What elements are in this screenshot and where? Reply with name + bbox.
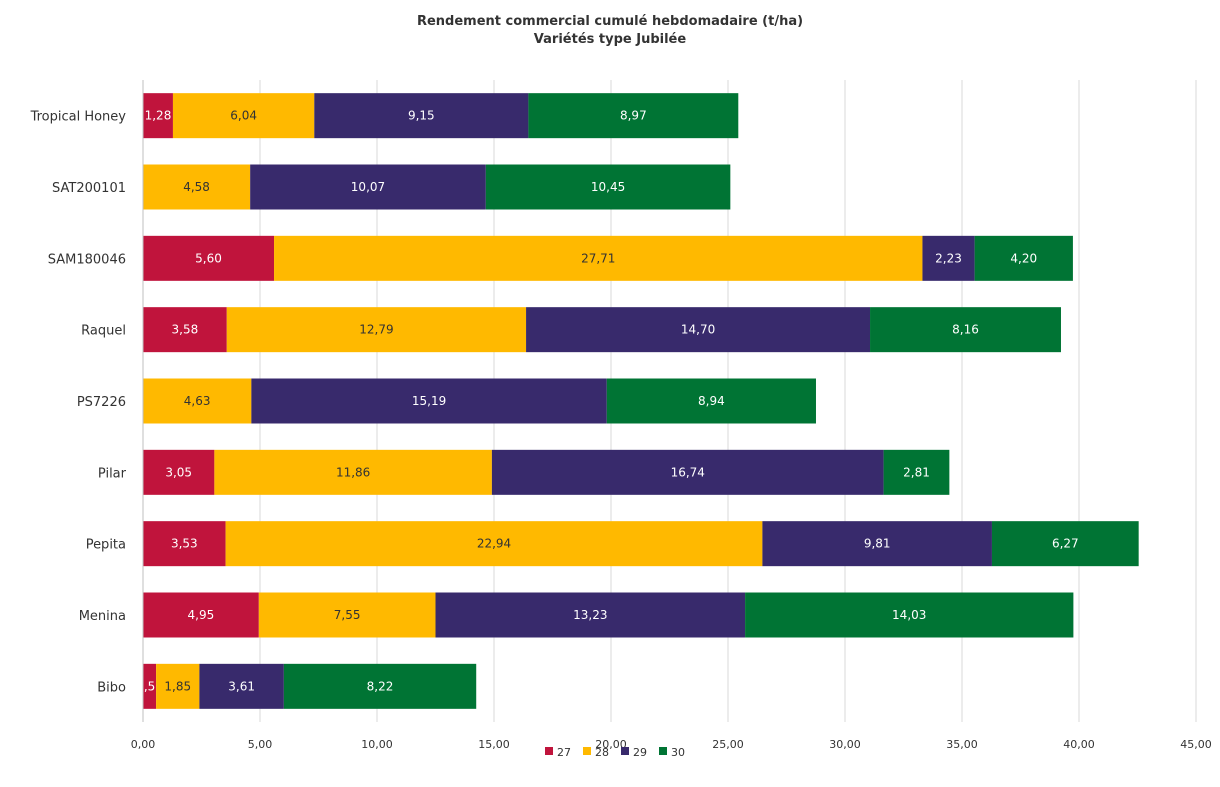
bar-segment: [143, 378, 252, 424]
bar-segment: [883, 449, 950, 495]
bar-segment: [172, 93, 315, 139]
data-label: 8,16: [952, 323, 979, 337]
bar-segment: [143, 592, 259, 638]
bar-segment: [606, 378, 816, 424]
data-label: 6,04: [230, 109, 257, 123]
bar-segment: [143, 307, 227, 353]
bar-segment: [974, 235, 1073, 281]
data-label: 9,15: [408, 109, 435, 123]
x-tick-label: 10,00: [361, 738, 393, 751]
bar-segment: [922, 235, 975, 281]
legend-swatch: [545, 747, 553, 755]
x-tick-label: 25,00: [712, 738, 744, 751]
bar-segment: [251, 378, 607, 424]
bar-segment: [528, 93, 739, 139]
data-label: 2,23: [935, 251, 962, 265]
data-label: 3,53: [171, 537, 198, 551]
chart-subtitle: Variétés type Jubilée: [533, 32, 687, 47]
bar-segment: [491, 449, 884, 495]
data-label: 16,74: [671, 465, 705, 479]
data-label: 1,85: [164, 679, 191, 693]
category-label: SAT200101: [52, 181, 126, 196]
data-label: 6,27: [1052, 537, 1079, 551]
legend-swatch: [659, 747, 667, 755]
data-label: 4,58: [183, 180, 210, 194]
bar-segment: [156, 663, 200, 709]
bar-segment: [143, 93, 173, 139]
data-label: 3,58: [172, 323, 199, 337]
data-label: 3,61: [228, 679, 255, 693]
legend-label: 28: [595, 746, 609, 759]
x-tick-label: 45,00: [1180, 738, 1212, 751]
data-label: 13,23: [573, 608, 607, 622]
bar-segment: [274, 235, 923, 281]
bar-segment: [214, 449, 492, 495]
bar-segment: [485, 164, 731, 210]
x-tick-label: 40,00: [1063, 738, 1095, 751]
data-label: 4,20: [1010, 251, 1037, 265]
category-label: Bibo: [97, 680, 126, 695]
bar-segment: [199, 663, 284, 709]
category-label: Pepita: [86, 538, 126, 553]
data-label: 4,63: [184, 394, 211, 408]
bar-segment: [435, 592, 746, 638]
category-label: Tropical Honey: [30, 110, 127, 125]
category-label: Raquel: [81, 324, 126, 339]
data-label: 7,55: [334, 608, 361, 622]
x-tick-label: 5,00: [248, 738, 273, 751]
data-label: 4,95: [188, 608, 215, 622]
data-label: 22,94: [477, 537, 511, 551]
chart-title: Rendement commercial cumulé hebdomadaire…: [416, 14, 804, 29]
bar-segment: [250, 164, 486, 210]
x-tick-label: 35,00: [946, 738, 978, 751]
bar-segment: [143, 663, 157, 709]
bar-segment: [225, 521, 763, 567]
bar-segment: [870, 307, 1061, 353]
bar-segment: [526, 307, 871, 353]
bar-segment: [226, 307, 527, 353]
bar-segment: [143, 521, 226, 567]
legend-swatch: [621, 747, 629, 755]
legend-label: 29: [633, 746, 647, 759]
data-label: 27,71: [581, 251, 615, 265]
data-label: 11,86: [336, 465, 370, 479]
x-tick-label: 20,00: [595, 738, 627, 751]
legend-label: 27: [557, 746, 571, 759]
bar-segment: [745, 592, 1074, 638]
category-label: Menina: [79, 609, 126, 624]
bar-segment: [143, 449, 215, 495]
x-tick-label: 30,00: [829, 738, 861, 751]
data-label: 10,45: [591, 180, 625, 194]
bar-segment: [762, 521, 992, 567]
category-label: PS7226: [77, 395, 126, 410]
x-tick-label: 15,00: [478, 738, 510, 751]
bar-segment: [143, 164, 251, 210]
x-tick-label: 0,00: [131, 738, 156, 751]
category-label: Pilar: [98, 466, 127, 481]
data-label: 12,79: [359, 323, 393, 337]
data-label: 14,70: [681, 323, 715, 337]
bar-segment: [991, 521, 1139, 567]
legend-label: 30: [671, 746, 685, 759]
data-label: 8,22: [367, 679, 394, 693]
bar-segment: [283, 663, 477, 709]
legend-swatch: [583, 747, 591, 755]
data-label: 2,81: [903, 465, 930, 479]
category-label: SAM180046: [48, 252, 126, 267]
data-label: 8,97: [620, 109, 647, 123]
bar-segment: [258, 592, 436, 638]
data-label: 8,94: [698, 394, 725, 408]
data-label: 5,60: [195, 251, 222, 265]
data-label: 3,05: [165, 465, 192, 479]
data-label: 1,28: [145, 109, 172, 123]
data-label: 10,07: [351, 180, 385, 194]
bar-segment: [314, 93, 529, 139]
data-label: 9,81: [864, 537, 891, 551]
data-label: 15,19: [412, 394, 446, 408]
data-label: 14,03: [892, 608, 926, 622]
bar-segment: [143, 235, 275, 281]
